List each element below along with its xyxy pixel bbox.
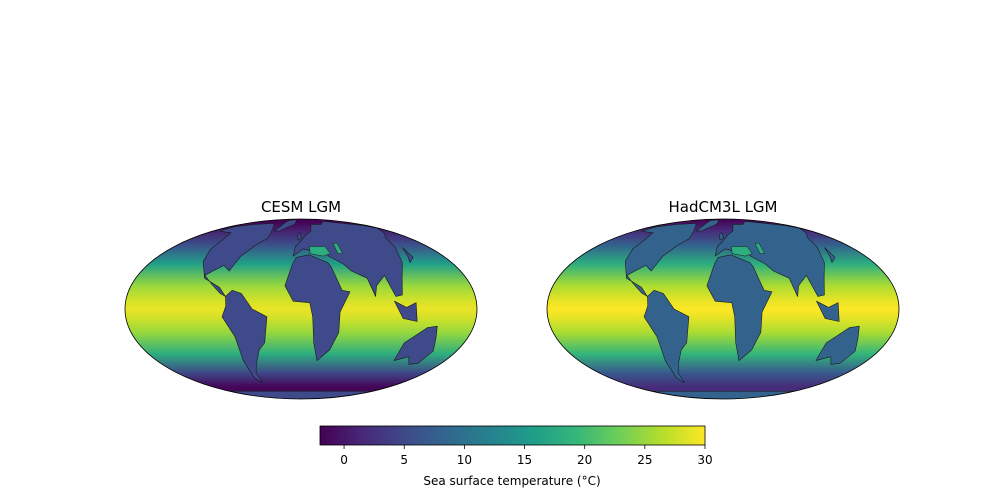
panel-title-hadcm3l: HadCM3L LGM [669, 198, 778, 216]
colorbar-tick-label: 15 [517, 453, 532, 467]
colorbar-tick-label: 30 [697, 453, 712, 467]
colorbar-tick-label: 20 [577, 453, 592, 467]
colorbar-label: Sea surface temperature (°C) [423, 474, 600, 488]
colorbar: 0 5 10 15 20 25 30 Sea surface temperature (°C… [320, 426, 713, 488]
panel-title-cesm: CESM LGM [261, 198, 341, 216]
colorbar-ticks: 0 5 10 15 20 25 30 [340, 445, 712, 467]
map-panel-cesm: CESM LGM [125, 198, 477, 399]
colorbar-tick-label: 0 [340, 453, 348, 467]
colorbar-tick-label: 5 [400, 453, 408, 467]
sst-map-cesm [125, 219, 477, 399]
colorbar-tick-label: 10 [457, 453, 472, 467]
sst-map-hadcm3l [547, 219, 899, 399]
colorbar-tick-label: 25 [637, 453, 652, 467]
map-panel-hadcm3l: HadCM3L LGM [547, 198, 899, 399]
colorbar-gradient [320, 426, 705, 445]
land-antarctica [125, 391, 477, 399]
land-antarctica [547, 391, 899, 399]
